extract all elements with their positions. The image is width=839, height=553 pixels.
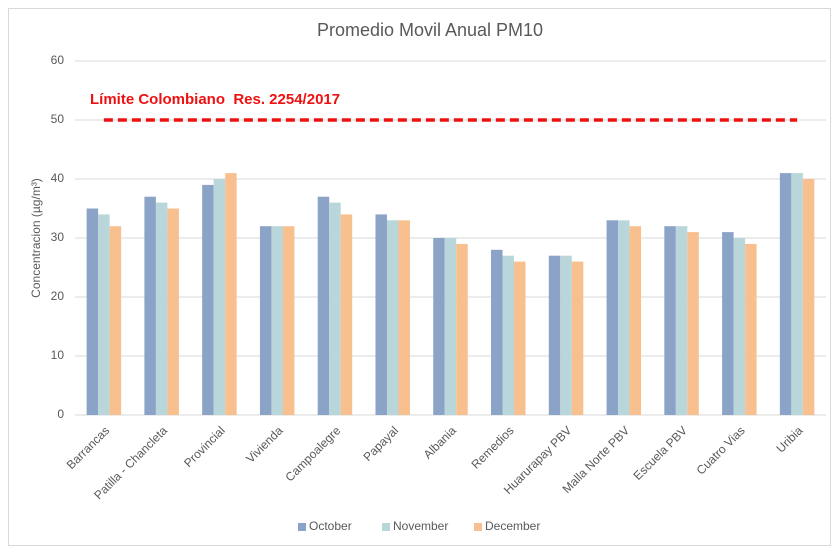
bar — [386, 220, 399, 415]
bar — [259, 226, 272, 415]
legend-label: December — [485, 519, 540, 533]
bar — [745, 243, 757, 415]
chart-title: Promedio Movil Anual PM10 — [317, 20, 543, 40]
bar — [444, 238, 457, 415]
bar — [629, 226, 642, 415]
y-tick-label: 60 — [51, 53, 65, 67]
y-tick-label: 20 — [51, 289, 65, 303]
bar — [514, 261, 526, 415]
bar — [791, 173, 803, 415]
bar — [144, 196, 156, 415]
bar — [98, 214, 110, 415]
bar — [733, 238, 746, 415]
bar — [282, 226, 295, 415]
bar — [548, 255, 561, 415]
y-tick-label: 10 — [51, 348, 65, 362]
bar — [433, 238, 445, 415]
legend-swatch — [474, 523, 482, 531]
bar — [271, 226, 283, 415]
bar — [375, 214, 387, 415]
y-tick-label: 50 — [51, 112, 65, 126]
bar — [213, 179, 226, 415]
legend-label: November — [393, 519, 448, 533]
y-tick-label: 30 — [51, 230, 65, 244]
bar — [687, 232, 699, 415]
bar — [618, 220, 630, 415]
bar — [675, 226, 688, 415]
bar — [155, 202, 168, 415]
y-axis-label: Concentracion (µg/m³) — [29, 178, 43, 298]
bar — [456, 243, 468, 415]
limit-label: Límite Colombiano Res. 2254/2017 — [90, 91, 340, 108]
legend-swatch — [298, 523, 306, 531]
y-tick-label: 0 — [57, 407, 64, 421]
bar — [502, 255, 515, 415]
legend-swatch — [382, 523, 390, 531]
bar — [109, 226, 122, 415]
bar — [340, 214, 353, 415]
bar — [802, 179, 815, 415]
bar — [317, 196, 330, 415]
legend-label: October — [309, 519, 352, 533]
bar — [167, 208, 179, 415]
bar — [606, 220, 619, 415]
bar — [571, 261, 584, 415]
bar — [779, 173, 792, 415]
bar — [560, 255, 572, 415]
bar — [398, 220, 410, 415]
y-tick-label: 40 — [51, 171, 65, 185]
bar — [86, 208, 99, 415]
bar — [225, 173, 237, 415]
bar — [491, 249, 503, 415]
bar — [202, 184, 214, 415]
bar — [664, 226, 676, 415]
bar — [722, 232, 734, 415]
bar — [329, 202, 341, 415]
